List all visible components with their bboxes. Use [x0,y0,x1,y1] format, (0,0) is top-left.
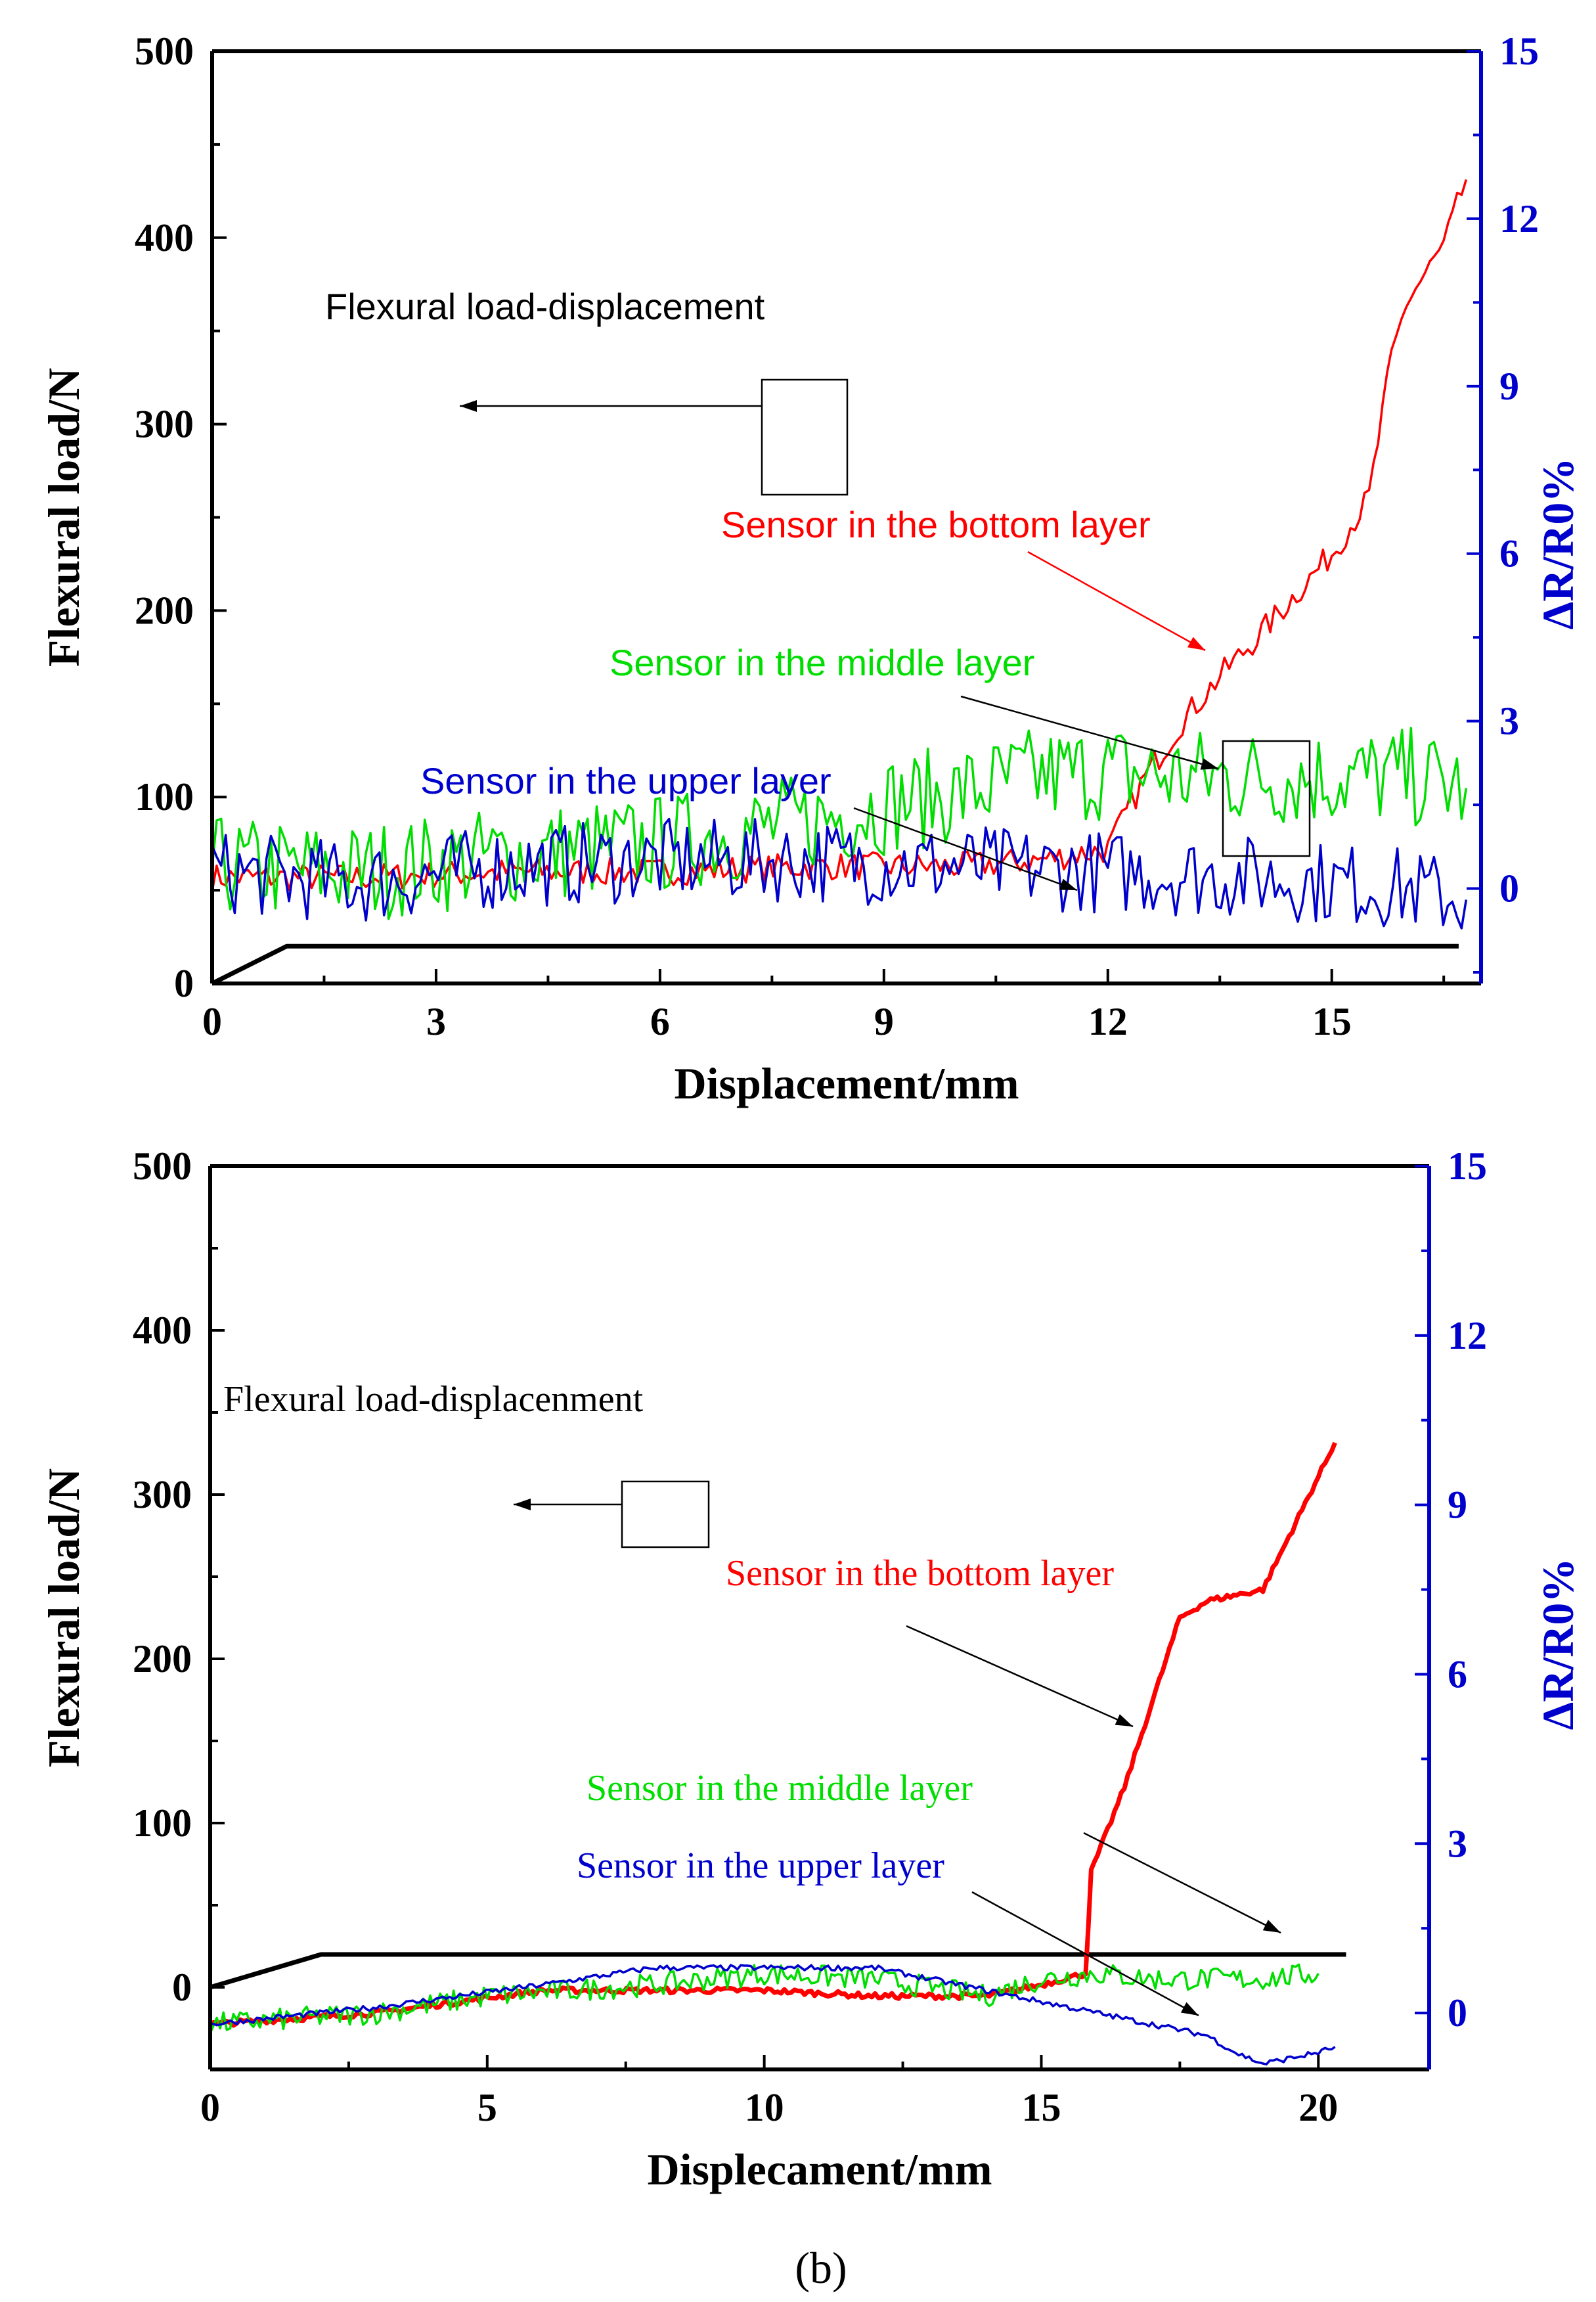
x-tick-label: 12 [1088,1000,1128,1043]
x-tick-label: 6 [650,1000,670,1043]
annotation-box [1222,740,1311,857]
y2-tick-label: 12 [1448,1314,1487,1357]
x-tick-label: 5 [477,2086,497,2129]
annotation-arrowhead [1180,2002,1199,2016]
annotation-label: Sensor in the upper layer [577,1845,944,1886]
series-line-sensor-in-the-bottom-layer [208,1441,1337,2028]
annotation-arrowhead [1262,1920,1281,1933]
annotation-label: Flexural load-displacenment [223,1379,644,1420]
y2-axis-title: ΔR/R0% [1533,458,1583,630]
y-tick-label: 400 [135,216,194,260]
series-line-sensor-in-the-upper-layer [210,1964,1336,2065]
annotation-box [761,378,849,496]
y-axis-title: Flexural load/N [39,1468,89,1767]
annotation-arrow [853,807,1078,891]
annotation-arrowhead [1115,1714,1133,1727]
x-tick-label: 9 [874,1000,894,1043]
series-line-flexural-load-displacement [211,943,1459,986]
y-tick-label: 500 [133,1144,192,1188]
annotation-arrow [960,695,1219,770]
x-axis-title: Displecament/mm [647,2144,992,2194]
series-line-sensor-in-the-upper-layer [211,817,1468,930]
y2-tick-label: 9 [1448,1483,1467,1527]
y2-tick-label: 3 [1499,700,1519,743]
y-tick-label: 300 [135,403,194,446]
y2-tick-label: 15 [1499,30,1539,73]
x-tick-label: 15 [1312,1000,1352,1043]
y-tick-label: 0 [174,962,194,1005]
y2-tick-label: 0 [1448,1991,1467,2035]
annotation-label: Sensor in the upper layer [420,760,831,801]
annotation-arrowhead [514,1499,531,1510]
x-axis-title: Displacement/mm [674,1058,1019,1108]
figure-caption: (b) [795,2243,847,2293]
y2-tick-label: 12 [1499,197,1539,240]
annotation-label: Flexural load-displacement [325,286,765,327]
annotation-label: Sensor in the middle layer [610,642,1034,683]
series-line-sensor-in-the-middle-layer [209,1963,1319,2034]
y-axis-title: Flexural load/N [39,368,89,667]
y2-tick-label: 6 [1448,1652,1467,1696]
annotation-arrow [1083,1832,1281,1934]
annotation-arrowhead [1200,758,1218,770]
x-tick-label: 20 [1298,2086,1338,2129]
x-tick-label: 3 [426,1000,446,1043]
annotation-arrowhead [460,400,477,412]
annotation-box [621,1480,710,1548]
x-tick-label: 15 [1021,2086,1061,2129]
y-tick-label: 200 [133,1637,192,1681]
x-tick-label: 0 [200,2086,220,2129]
y-tick-label: 400 [133,1309,192,1352]
y2-tick-label: 9 [1499,365,1519,408]
annotation-label: Sensor in the bottom layer [721,504,1151,545]
y-tick-label: 0 [172,1966,192,2009]
series-line-flexural-load-displacenment [210,1952,1346,1990]
chart-panel-b: 0 5 10 15 20010020030040050003691215Displeca… [39,1144,1583,2293]
y2-axis-title: ΔR/R0% [1533,1558,1583,1730]
y-tick-label: 200 [135,589,194,632]
y2-tick-label: 0 [1499,867,1519,911]
y-tick-label: 100 [135,775,194,819]
x-tick-label: 10 [745,2086,784,2129]
x-tick-label: 0 [202,1000,222,1043]
annotation-arrow [1027,551,1206,652]
annotation-arrowhead [1187,637,1205,650]
series-line-sensor-in-the-middle-layer [211,727,1468,920]
y2-tick-label: 3 [1448,1822,1467,1865]
annotation-arrow [971,1891,1199,2017]
y-tick-label: 300 [133,1473,192,1516]
annotation-arrow [906,1625,1134,1728]
y2-tick-label: 6 [1499,532,1519,576]
y-tick-label: 100 [133,1801,192,1845]
y2-tick-label: 15 [1448,1144,1487,1188]
annotation-label: Sensor in the bottom layer [726,1553,1114,1594]
annotation-arrowhead [1059,878,1077,890]
annotation-label: Sensor in the middle layer [587,1768,973,1809]
y-tick-label: 500 [135,30,194,73]
chart-panel-a: 0 3 6 9 12 15 0 100 200 300 400 500 0 3 6 9 12 15 Displace… [39,30,1583,1108]
